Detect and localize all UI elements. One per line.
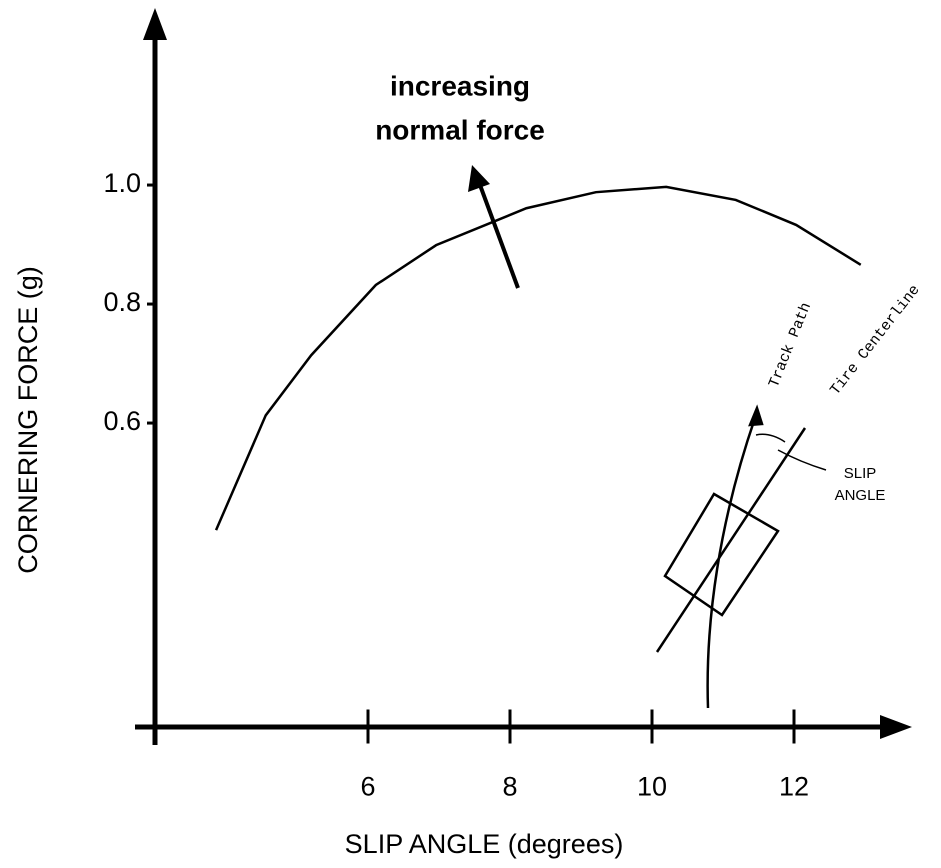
x-axis-title: SLIP ANGLE (degrees): [345, 829, 624, 859]
diagram-label: ANGLE: [835, 487, 886, 504]
y-tick-label: 0.6: [103, 406, 141, 436]
annotation-arrow: [468, 165, 520, 289]
y-tick-label: 0.8: [103, 287, 141, 317]
diagram-label: SLIP: [844, 465, 877, 482]
tire-diagram: [655, 404, 827, 709]
diagram-label: Track Path: [766, 300, 815, 390]
y-axis-title: CORNERING FORCE (g): [13, 266, 43, 574]
diagram-label: Tire Centerline: [827, 282, 924, 399]
axes: [135, 8, 912, 745]
x-tick-label: 8: [502, 772, 517, 802]
annotation: increasing: [390, 70, 530, 101]
x-tick-label: 12: [779, 772, 809, 802]
line: [214, 185, 862, 531]
x-tick-label: 10: [637, 772, 667, 802]
x-tick-label: 6: [360, 772, 375, 802]
annotation: normal force: [375, 114, 545, 145]
y-tick-label: 1.0: [103, 168, 141, 198]
